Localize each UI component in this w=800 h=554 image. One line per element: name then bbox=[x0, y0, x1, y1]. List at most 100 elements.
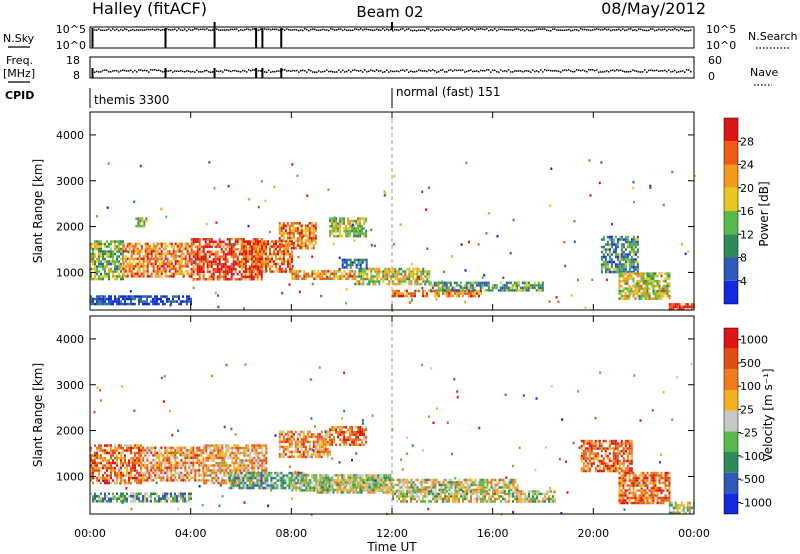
power-cell bbox=[654, 289, 657, 293]
power-cell bbox=[563, 241, 566, 244]
power-cell bbox=[602, 253, 605, 256]
power-cell bbox=[339, 277, 342, 281]
velocity-cell bbox=[239, 459, 242, 462]
velocity-cell bbox=[225, 461, 228, 465]
power-cell bbox=[355, 227, 358, 230]
freq-sample bbox=[406, 69, 408, 71]
power-cell bbox=[132, 247, 135, 251]
power-cell bbox=[236, 260, 239, 263]
velocity-cell bbox=[286, 448, 289, 451]
power-cell bbox=[681, 243, 684, 246]
velocity-cell bbox=[138, 464, 140, 467]
velocity-cell bbox=[257, 451, 260, 455]
power-cell bbox=[94, 270, 96, 273]
power-cell bbox=[127, 250, 130, 254]
power-cell bbox=[188, 257, 191, 261]
nsky-sample bbox=[98, 28, 100, 30]
velocity-cell bbox=[190, 464, 193, 467]
power-cbar-tick-label: 24 bbox=[740, 159, 754, 172]
power-cell bbox=[464, 289, 466, 293]
power-cell bbox=[92, 267, 94, 271]
power-cell bbox=[160, 242, 163, 246]
power-cell bbox=[158, 275, 161, 278]
velocity-cell bbox=[333, 436, 336, 439]
power-cell bbox=[130, 297, 132, 301]
power-cell bbox=[102, 277, 104, 281]
power-cell bbox=[456, 292, 458, 295]
velocity-cell bbox=[116, 461, 118, 465]
velocity-cell bbox=[140, 461, 143, 465]
power-cell bbox=[96, 247, 98, 251]
velocity-cell bbox=[298, 440, 301, 444]
power-cell bbox=[315, 275, 318, 278]
power-cell bbox=[144, 295, 146, 298]
power-cell bbox=[368, 280, 371, 283]
power-cell bbox=[152, 300, 154, 303]
power-cell bbox=[214, 260, 217, 263]
power-cell bbox=[353, 229, 356, 233]
velocity-cell bbox=[126, 446, 128, 450]
power-cell bbox=[172, 300, 174, 303]
power-cell bbox=[537, 286, 540, 290]
power-cell bbox=[120, 247, 122, 251]
velocity-cell bbox=[140, 469, 143, 472]
nsky-sample bbox=[564, 29, 566, 31]
freq-sample bbox=[242, 69, 244, 72]
power-cell bbox=[353, 239, 356, 242]
velocity-cell bbox=[233, 474, 236, 477]
power-cell bbox=[204, 243, 207, 246]
power-cell bbox=[271, 270, 273, 273]
power-cell bbox=[94, 262, 96, 266]
power-cell bbox=[98, 242, 100, 246]
power-cell bbox=[468, 292, 470, 295]
velocity-cell bbox=[120, 459, 122, 462]
power-cell bbox=[362, 282, 365, 286]
velocity-cell bbox=[207, 446, 210, 450]
power-cell bbox=[606, 268, 609, 271]
velocity-cell bbox=[104, 464, 106, 467]
power-cell bbox=[289, 255, 291, 258]
velocity-cell bbox=[351, 438, 354, 441]
velocity-cell bbox=[194, 479, 197, 482]
power-cell bbox=[258, 248, 261, 251]
power-cell bbox=[273, 242, 275, 246]
velocity-cell bbox=[272, 476, 275, 480]
power-cell bbox=[470, 292, 472, 295]
power-cell bbox=[228, 240, 231, 243]
velocity-cell bbox=[190, 469, 193, 472]
power-cell bbox=[275, 257, 277, 261]
power-cell bbox=[168, 270, 171, 273]
power-cell bbox=[347, 258, 350, 262]
velocity-cell bbox=[292, 433, 295, 436]
power-cell bbox=[102, 302, 104, 306]
power-cell bbox=[134, 242, 137, 246]
nsky-sample bbox=[358, 28, 360, 31]
velocity-cell bbox=[306, 450, 309, 454]
velocity-cell bbox=[98, 466, 100, 470]
velocity-cell bbox=[164, 479, 167, 482]
power-cell bbox=[690, 305, 693, 309]
power-cell bbox=[154, 245, 157, 248]
velocity-cell bbox=[304, 445, 307, 449]
velocity-cell bbox=[215, 446, 218, 450]
velocity-cell bbox=[144, 454, 147, 457]
velocity-cell bbox=[200, 479, 203, 482]
power-cell bbox=[178, 302, 180, 306]
power-cell bbox=[628, 297, 631, 300]
velocity-cell bbox=[252, 486, 255, 490]
power-cell bbox=[138, 267, 141, 271]
velocity-cell bbox=[152, 464, 155, 467]
nsky-sample bbox=[314, 28, 316, 31]
power-cell bbox=[437, 289, 440, 292]
velocity-cell bbox=[314, 453, 317, 456]
velocity-cell bbox=[282, 484, 285, 487]
power-cell bbox=[170, 252, 173, 256]
velocity-cell bbox=[154, 459, 157, 462]
velocity-cell bbox=[174, 466, 177, 470]
power-cell bbox=[102, 250, 104, 253]
velocity-cell bbox=[144, 471, 147, 475]
velocity-cell bbox=[257, 464, 260, 467]
velocity-cell bbox=[198, 461, 201, 465]
power-cell bbox=[224, 263, 227, 266]
power-cell bbox=[132, 295, 134, 298]
